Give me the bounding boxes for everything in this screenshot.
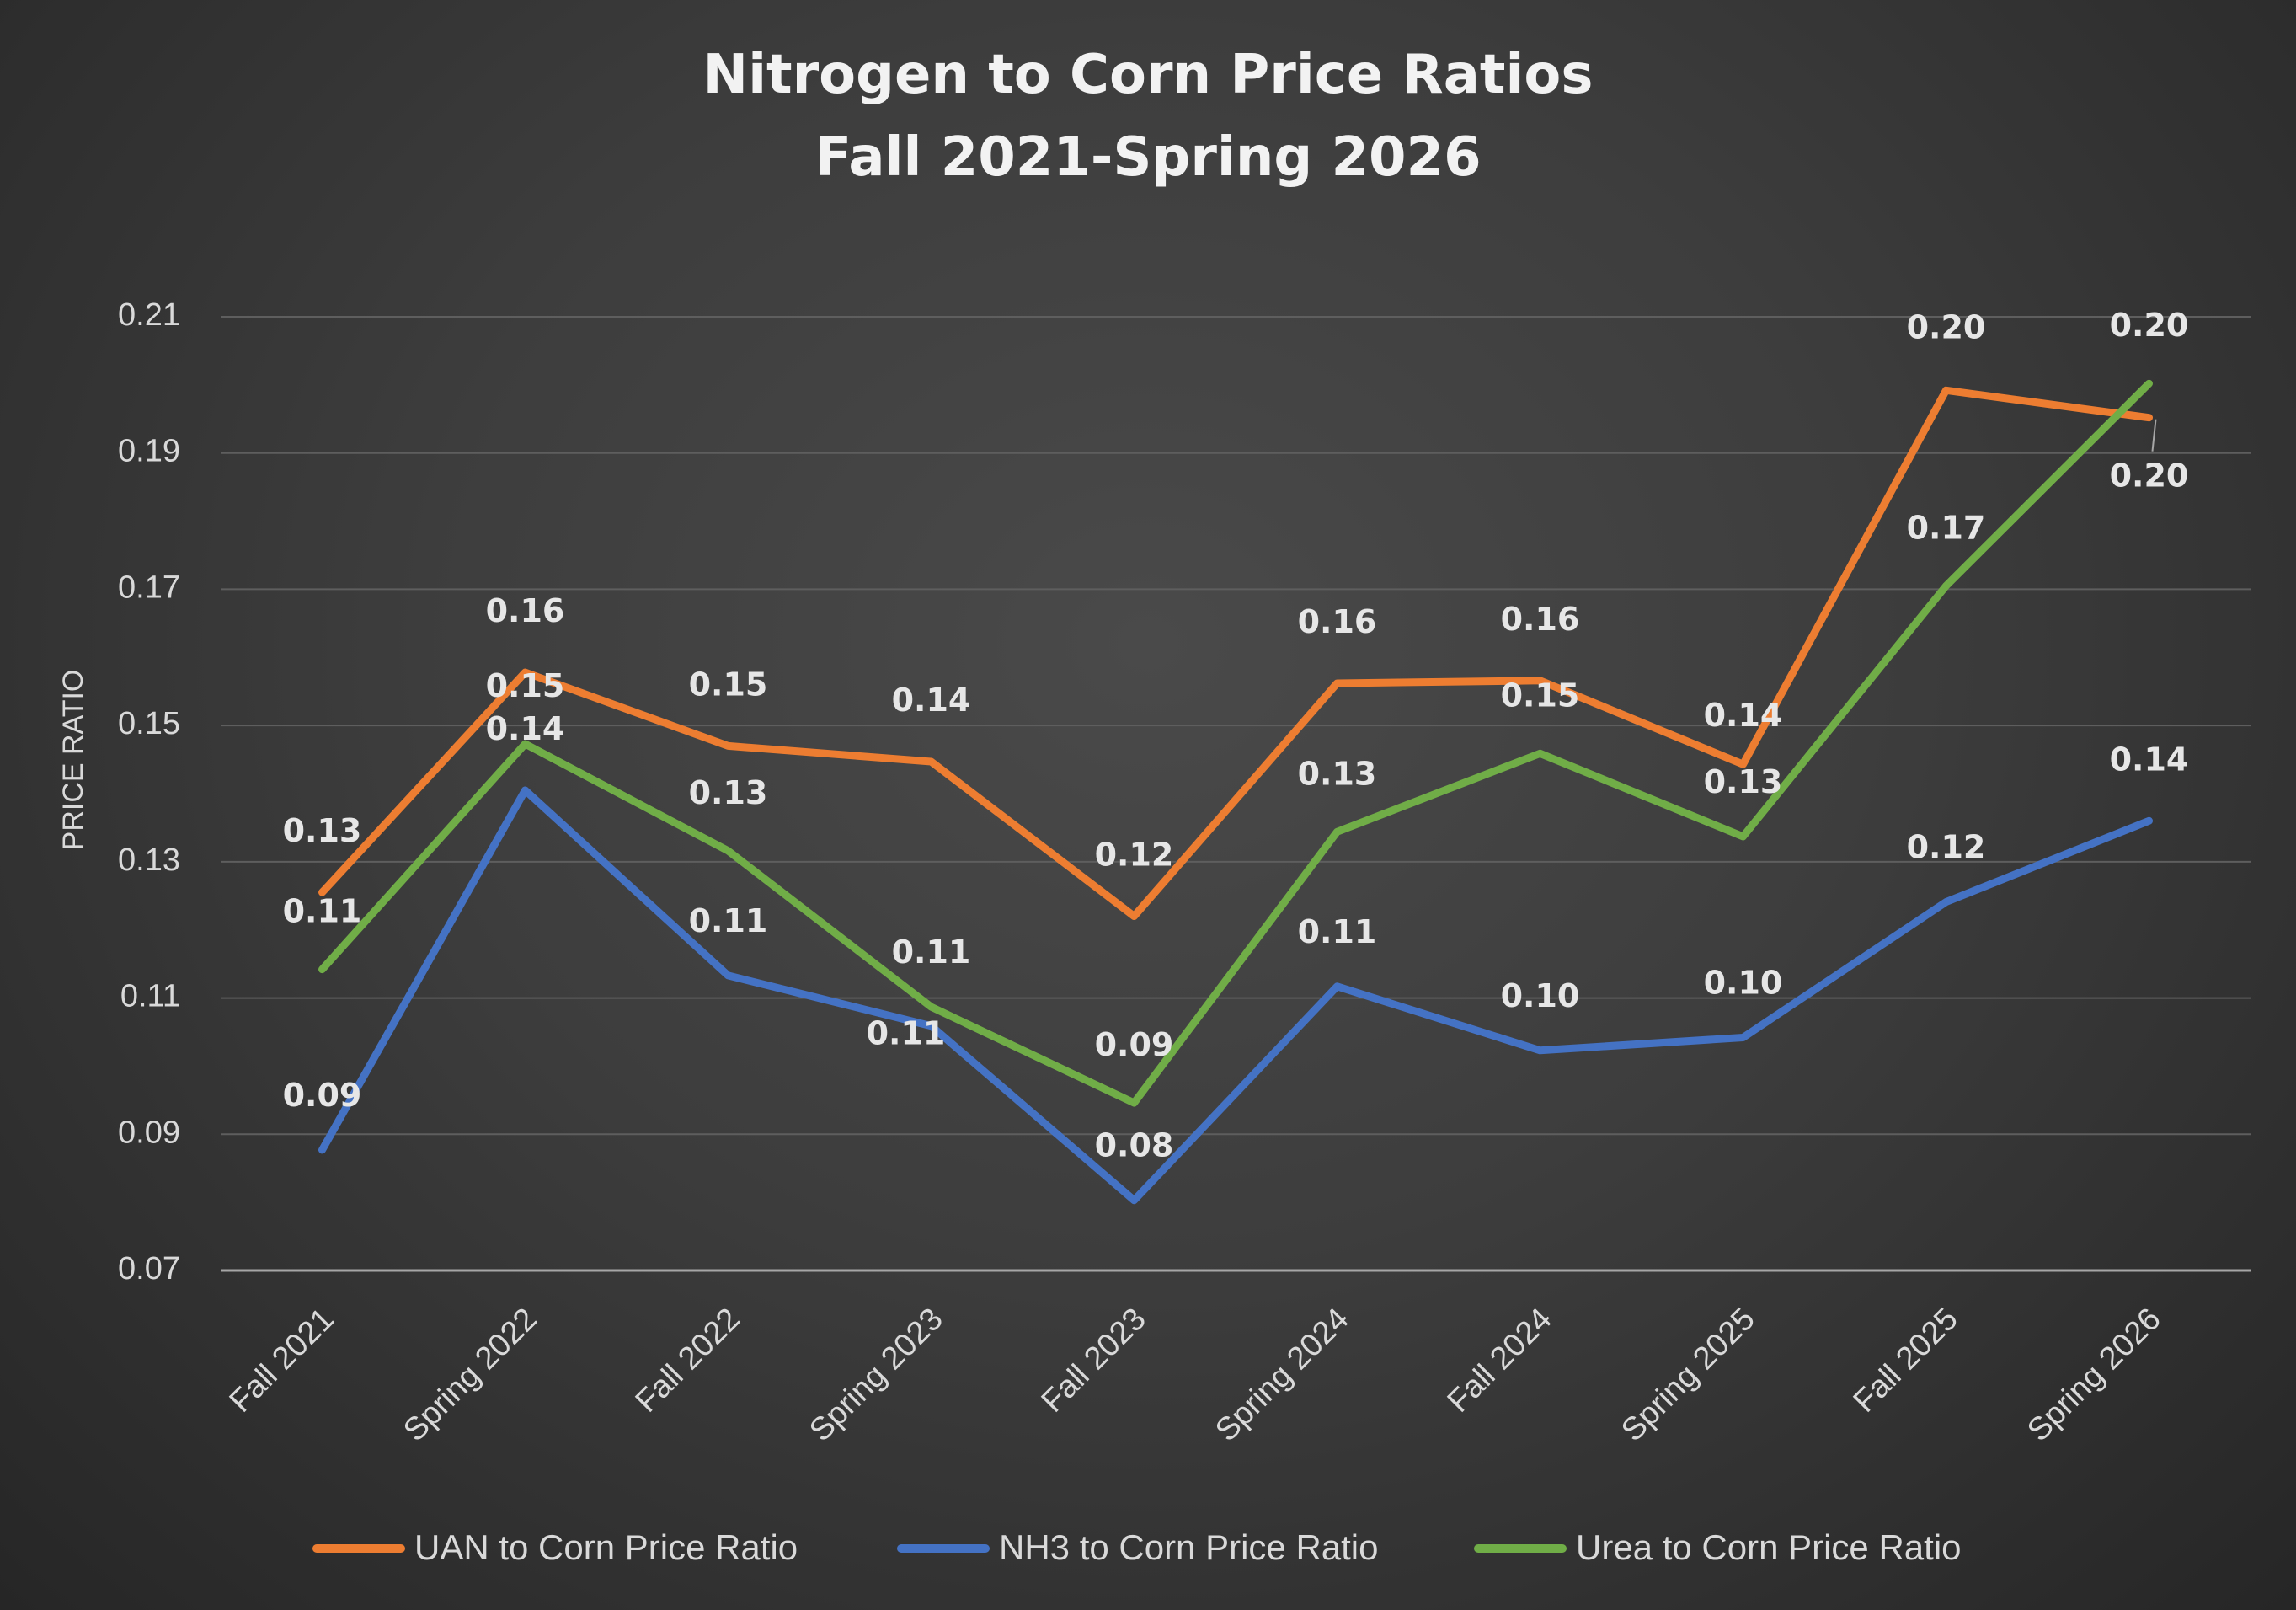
y-axis-label: PRICE RATIO: [57, 670, 89, 851]
data-label: 0.10: [1704, 964, 1783, 1001]
chart-title-line-1: Nitrogen to Corn Price Ratios: [703, 44, 1594, 106]
y-tick-label: 0.15: [118, 706, 180, 741]
data-label: 0.11: [867, 1015, 946, 1052]
data-label: 0.13: [1704, 763, 1783, 800]
chart-title: Nitrogen to Corn Price Ratios Fall 2021-…: [703, 44, 1594, 189]
data-label: 0.16: [486, 592, 565, 629]
data-label: 0.16: [1501, 601, 1580, 638]
x-tick-label: Fall 2025: [1847, 1302, 1965, 1420]
chart-title-line-2: Fall 2021-Spring 2026: [814, 126, 1481, 189]
x-tick-label: Spring 2026: [2021, 1302, 2168, 1449]
y-tick-label: 0.19: [118, 434, 180, 469]
legend-label: Urea to Corn Price Ratio: [1576, 1527, 1962, 1567]
data-label: 0.09: [1095, 1026, 1174, 1063]
y-tick-label: 0.09: [118, 1115, 180, 1150]
y-tick-label: 0.11: [120, 979, 180, 1014]
data-label: 0.20: [1907, 308, 1986, 345]
label-leader-line: [2151, 419, 2157, 452]
data-label: 0.11: [689, 902, 768, 939]
series-lines: [318, 379, 2153, 1205]
data-label: 0.15: [486, 667, 565, 704]
legend-label: NH3 to Corn Price Ratio: [999, 1527, 1379, 1567]
data-label: 0.13: [689, 774, 768, 811]
data-label: 0.11: [283, 893, 362, 930]
data-label: 0.14: [892, 682, 971, 719]
data-label: 0.15: [689, 666, 768, 703]
data-label: 0.20: [2110, 307, 2189, 344]
x-tick-label: Spring 2023: [803, 1302, 950, 1449]
data-labels: 0.13 0.16 0.15 0.14 0.12 0.16 0.16 0.14 0.20 0.20…: [283, 307, 2189, 1163]
data-label: 0.09: [283, 1077, 362, 1114]
data-label: 0.17: [1907, 509, 1986, 546]
data-label: 0.13: [283, 812, 362, 849]
series-line-0: [318, 386, 2153, 920]
y-tick-label: 0.21: [118, 297, 180, 333]
data-label: 0.14: [1704, 697, 1783, 734]
data-label: 0.08: [1095, 1127, 1174, 1164]
data-label: 0.12: [1907, 829, 1986, 866]
x-tick-label: Fall 2024: [1441, 1302, 1559, 1420]
legend-label: UAN to Corn Price Ratio: [414, 1527, 798, 1567]
y-tick-label: 0.07: [118, 1251, 180, 1286]
data-label: 0.16: [1298, 603, 1377, 640]
y-tick-label: 0.17: [118, 570, 180, 605]
x-tick-label: Fall 2021: [223, 1302, 341, 1420]
x-tick-label: Spring 2022: [397, 1302, 544, 1449]
gridlines: [221, 316, 2251, 1272]
y-tick-label: 0.13: [118, 842, 180, 878]
x-tick-label: Spring 2024: [1209, 1302, 1356, 1449]
data-label: 0.13: [1298, 755, 1377, 792]
data-label: 0.11: [892, 933, 971, 971]
data-label: 0.12: [1095, 837, 1174, 874]
x-tick-label: Fall 2022: [629, 1302, 747, 1420]
legend: UAN to Corn Price Ratio NH3 to Corn Price…: [312, 1527, 1962, 1567]
data-label: 0.14: [486, 710, 565, 747]
series-line-2: [318, 379, 2153, 1107]
data-label: 0.14: [2110, 741, 2189, 778]
x-tick-label: Spring 2025: [1615, 1302, 1762, 1449]
data-label: 0.20: [2110, 457, 2189, 495]
x-tick-label: Fall 2023: [1035, 1302, 1153, 1420]
data-label: 0.11: [1298, 913, 1377, 950]
data-label: 0.15: [1501, 677, 1580, 714]
x-axis-ticks: Fall 2021 Spring 2022 Fall 2022 Spring 2023…: [223, 1302, 2168, 1449]
data-label: 0.10: [1501, 977, 1580, 1014]
y-axis-ticks: 0.07 0.09 0.11 0.13 0.15 0.17 0.19 0.21: [118, 297, 180, 1286]
series-line-1: [318, 786, 2153, 1205]
